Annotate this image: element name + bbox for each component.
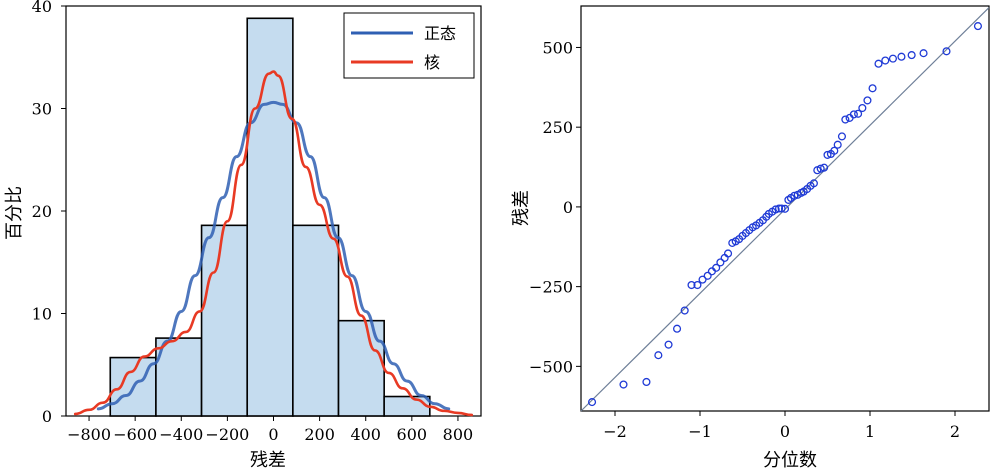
histogram-bar <box>200 224 249 417</box>
qq-point <box>716 258 725 267</box>
histogram-y-axis-label: 百分比 <box>4 186 25 240</box>
y-tick-label: 10 <box>32 305 52 324</box>
qq-point <box>777 204 786 213</box>
qq-point <box>654 351 663 360</box>
y-tick-label: −250 <box>529 278 573 297</box>
qq-point <box>790 191 799 200</box>
histogram-bar <box>246 17 294 417</box>
x-tick-label: −1 <box>688 422 712 441</box>
normal-density-line <box>96 100 451 411</box>
qq-point <box>780 204 790 213</box>
histogram-bars <box>109 17 431 417</box>
x-tick-label: 200 <box>304 425 335 444</box>
x-tick-label: 0 <box>268 425 278 444</box>
qq-point <box>703 271 712 280</box>
x-tick-label: 1 <box>865 422 875 441</box>
qq-point <box>858 103 867 113</box>
histogram-bar <box>292 224 340 417</box>
legend-kernel-label: 核 <box>424 53 440 72</box>
y-tick-label: −500 <box>529 357 573 376</box>
qq-point <box>712 263 721 272</box>
histogram-panel: −800 −600 −400 −200 0 200 400 600 800 010203040 … <box>4 0 482 471</box>
histogram-bar <box>337 319 385 417</box>
qq-point <box>841 115 850 124</box>
y-tick-label: 30 <box>32 100 52 119</box>
histogram-bar <box>155 337 203 417</box>
qq-y-axis-label: 残差 <box>511 190 532 226</box>
x-tick-label: −2 <box>603 422 627 441</box>
qq-point <box>771 205 780 214</box>
qq-point <box>863 96 872 105</box>
qq-panel: −2 −1 0 1 2 −500 −250 0 250 500 分位数 残差 <box>511 5 990 471</box>
qq-point <box>672 324 682 333</box>
x-tick-label: 800 <box>443 425 474 444</box>
qq-point <box>907 51 916 60</box>
x-tick-label: −800 <box>67 425 111 444</box>
x-tick-label: 400 <box>350 425 381 444</box>
qq-point <box>833 140 842 149</box>
qq-point <box>888 54 897 63</box>
x-tick-label: 0 <box>780 422 790 441</box>
y-tick-label: 0 <box>563 198 573 217</box>
qq-point <box>881 56 890 65</box>
qq-point <box>837 132 846 141</box>
kernel-density-line <box>73 70 474 417</box>
qq-point <box>973 22 982 31</box>
qq-point <box>874 59 883 68</box>
qq-point <box>642 377 651 387</box>
legend-box <box>343 12 475 79</box>
qq-x-ticks: −2 −1 0 1 2 <box>603 411 960 441</box>
y-tick-label: 500 <box>542 38 573 57</box>
histogram-y-ticks: 0 10 20 30 40 <box>32 0 66 426</box>
qq-point <box>942 47 951 56</box>
histogram-bar <box>383 395 431 417</box>
x-tick-label: −600 <box>113 425 157 444</box>
legend: 正态 核 <box>343 12 475 79</box>
qq-point <box>820 163 829 172</box>
qq-point <box>680 306 689 315</box>
histogram-bar <box>109 356 157 417</box>
qq-point <box>830 146 839 155</box>
qq-x-axis-label: 分位数 <box>763 450 817 471</box>
y-tick-label: 0 <box>42 407 52 426</box>
x-tick-label: 2 <box>950 422 960 441</box>
x-tick-label: 600 <box>397 425 428 444</box>
x-tick-label: −400 <box>159 425 203 444</box>
qq-point <box>723 249 733 258</box>
qq-points <box>587 22 982 407</box>
qq-point <box>823 150 832 159</box>
qq-point <box>919 49 928 58</box>
qq-point <box>774 204 784 213</box>
y-tick-label: 20 <box>32 202 52 221</box>
qq-point <box>619 380 628 389</box>
density-curves <box>73 70 474 417</box>
histogram-x-ticks: −800 −600 −400 −200 0 200 400 600 800 <box>67 416 473 444</box>
y-tick-label: 40 <box>32 0 52 16</box>
qq-point <box>809 179 818 188</box>
qq-point <box>587 398 597 407</box>
qq-point <box>897 52 906 61</box>
qq-point <box>854 109 863 118</box>
qq-point <box>868 84 877 93</box>
qq-point <box>664 340 673 349</box>
qq-y-ticks: −500 −250 0 250 500 <box>529 38 581 376</box>
histogram-x-axis-label: 残差 <box>250 450 286 471</box>
qq-point <box>693 280 702 290</box>
x-tick-label: −200 <box>205 425 249 444</box>
y-tick-label: 250 <box>542 118 573 137</box>
qq-point <box>816 164 825 173</box>
qq-point <box>849 110 858 119</box>
qq-point <box>687 280 696 290</box>
legend-normal-label: 正态 <box>424 24 456 43</box>
qq-point <box>698 275 707 284</box>
